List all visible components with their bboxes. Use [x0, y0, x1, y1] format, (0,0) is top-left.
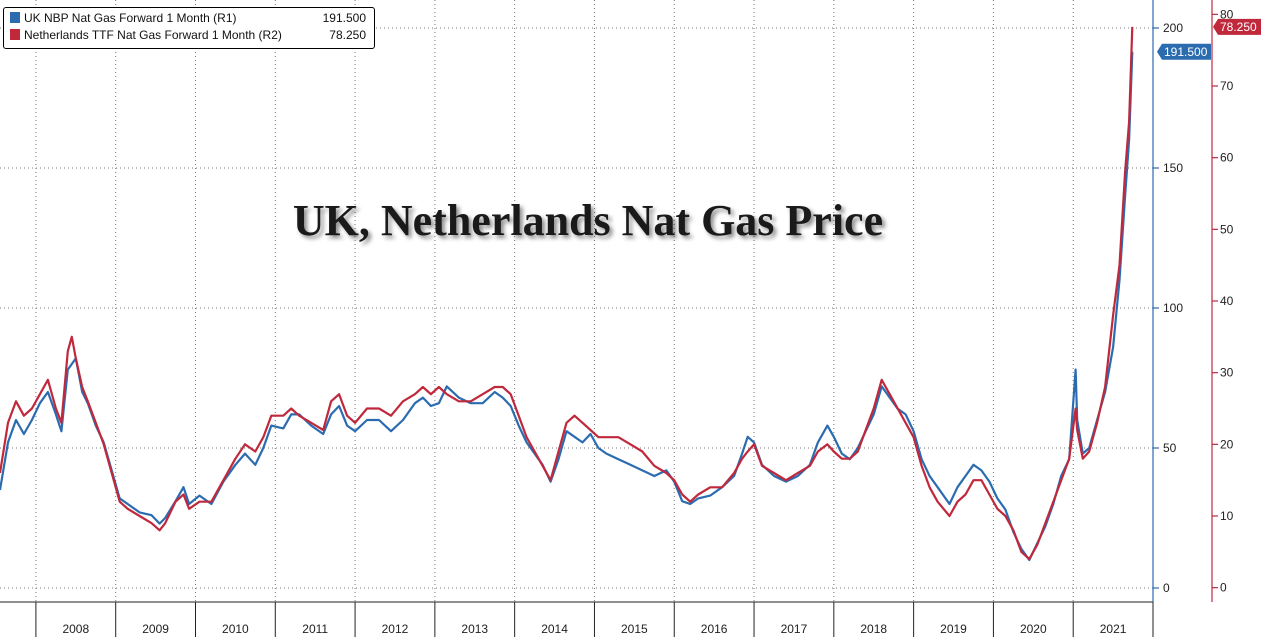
r1-tick-label: 150 [1163, 161, 1183, 175]
legend-swatch-uk-nbp [10, 12, 20, 23]
legend-value-uk-nbp: 191.500 [322, 11, 366, 25]
legend-label-ttf: Netherlands TTF Nat Gas Forward 1 Month … [24, 28, 282, 42]
axes: 2008 2009 2010 2011 2012 2013 2014 2015 2016 2017… [0, 0, 1234, 637]
last-value-label-ttf: 78.250 [1220, 20, 1257, 34]
x-tick-label: 2020 [1020, 622, 1047, 636]
x-tick-label: 2013 [461, 622, 488, 636]
r1-tick-label: 200 [1163, 21, 1183, 35]
chart-title: UK, Netherlands Nat Gas Price [292, 196, 884, 245]
x-tick-label: 2015 [621, 622, 648, 636]
x-tick-label: 2018 [860, 622, 887, 636]
uk-nbp-series-line [0, 51, 1134, 562]
x-tick-label: 2010 [222, 622, 249, 636]
r2-tick-label: 70 [1220, 79, 1234, 93]
r2-tick-label: 20 [1220, 437, 1234, 451]
r1-tick-label: 50 [1163, 441, 1177, 455]
last-value-tag-uk-nbp [1157, 43, 1211, 60]
x-tick-label: 2014 [541, 622, 568, 636]
r2-tick-label: 40 [1220, 294, 1234, 308]
r2-tick-label: 10 [1220, 509, 1234, 523]
legend-swatch-ttf [10, 29, 20, 40]
gridlines [0, 0, 1153, 602]
last-value-label-uk-nbp: 191.500 [1164, 45, 1208, 59]
series-lines [0, 26, 1134, 562]
legend-label-uk-nbp: UK NBP Nat Gas Forward 1 Month (R1) [24, 11, 237, 25]
r1-tick-label: 0 [1163, 581, 1170, 595]
r2-tick-label: 0 [1220, 581, 1227, 595]
x-tick-label: 2016 [701, 622, 728, 636]
x-tick-label: 2009 [142, 622, 169, 636]
last-value-tag-ttf [1213, 18, 1261, 35]
x-tick-label: 2021 [1100, 622, 1127, 636]
ttf-series-line [0, 26, 1134, 561]
legend-entry-ttf: Netherlands TTF Nat Gas Forward 1 Month … [10, 27, 366, 44]
x-tick-label: 2011 [302, 622, 328, 636]
r2-tick-label: 60 [1220, 151, 1234, 165]
r2-tick-label: 80 [1220, 7, 1234, 21]
x-tick-label: 2017 [781, 622, 808, 636]
legend-value-ttf: 78.250 [329, 28, 366, 42]
r2-tick-label: 30 [1220, 366, 1234, 380]
x-tick-label: 2008 [62, 622, 89, 636]
r2-tick-label: 50 [1220, 222, 1234, 236]
x-tick-label: 2019 [940, 622, 967, 636]
legend-entry-uk-nbp: UK NBP Nat Gas Forward 1 Month (R1) 191.… [10, 10, 366, 27]
last-value-tags: 191.500 78.250 [1157, 18, 1261, 60]
x-tick-label: 2012 [382, 622, 409, 636]
chart-legend: UK NBP Nat Gas Forward 1 Month (R1) 191.… [3, 7, 375, 49]
r1-tick-label: 100 [1163, 301, 1183, 315]
